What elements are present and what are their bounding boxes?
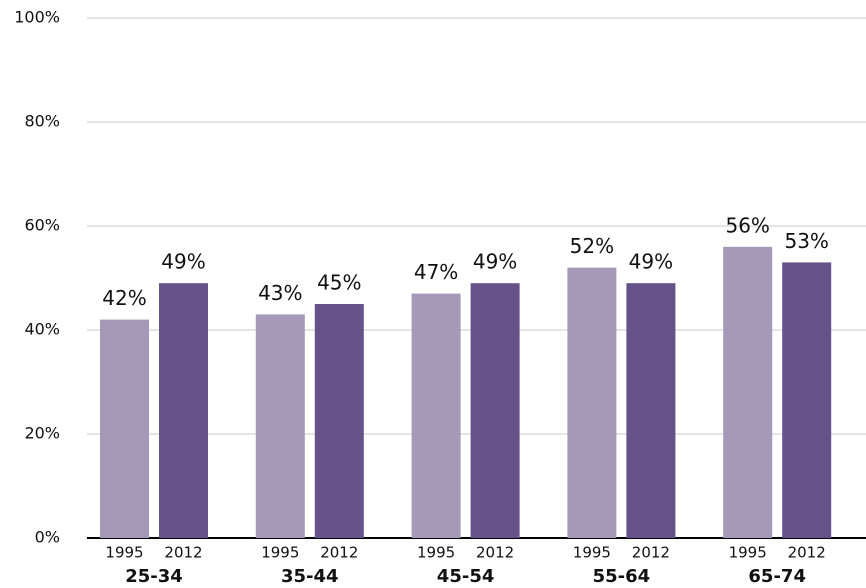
y-tick-label: 60% [24, 216, 60, 235]
x-tick-label: 65-74 [748, 566, 806, 587]
y-tick-label: 0% [35, 528, 60, 547]
y-tick-label: 80% [24, 112, 60, 131]
series-label: 1995 [573, 544, 611, 562]
series-label: 2012 [320, 544, 358, 562]
value-label: 45% [317, 271, 361, 295]
bar [314, 304, 364, 538]
y-tick-label: 40% [24, 320, 60, 339]
bar [159, 283, 208, 538]
bar [100, 319, 149, 538]
value-label: 47% [414, 260, 458, 284]
x-tick-label: 45-54 [437, 566, 495, 587]
value-label: 53% [784, 229, 828, 253]
bar [567, 267, 617, 538]
series-label: 1995 [417, 544, 455, 562]
series-label: 1995 [729, 544, 767, 562]
bar [626, 283, 676, 538]
series-label: 1995 [261, 544, 299, 562]
bar [255, 314, 305, 538]
series-label: 2012 [788, 544, 826, 562]
bar [782, 262, 832, 538]
value-label: 49% [473, 250, 517, 274]
value-label: 52% [570, 234, 614, 258]
x-tick-label: 25-34 [125, 566, 183, 587]
series-label: 2012 [476, 544, 514, 562]
value-label: 49% [161, 250, 205, 274]
series-label: 1995 [105, 544, 143, 562]
value-label: 42% [102, 286, 146, 310]
bar [470, 283, 520, 538]
bar [723, 246, 773, 539]
value-label: 43% [258, 281, 302, 305]
y-tick-label: 20% [24, 424, 60, 443]
value-label: 56% [725, 213, 769, 237]
x-tick-label: 35-44 [281, 566, 339, 587]
series-label: 2012 [632, 544, 670, 562]
y-tick-label: 100% [14, 8, 60, 27]
bar [411, 293, 461, 538]
value-label: 49% [629, 250, 673, 274]
series-label: 2012 [164, 544, 202, 562]
x-tick-label: 55-64 [593, 566, 651, 587]
